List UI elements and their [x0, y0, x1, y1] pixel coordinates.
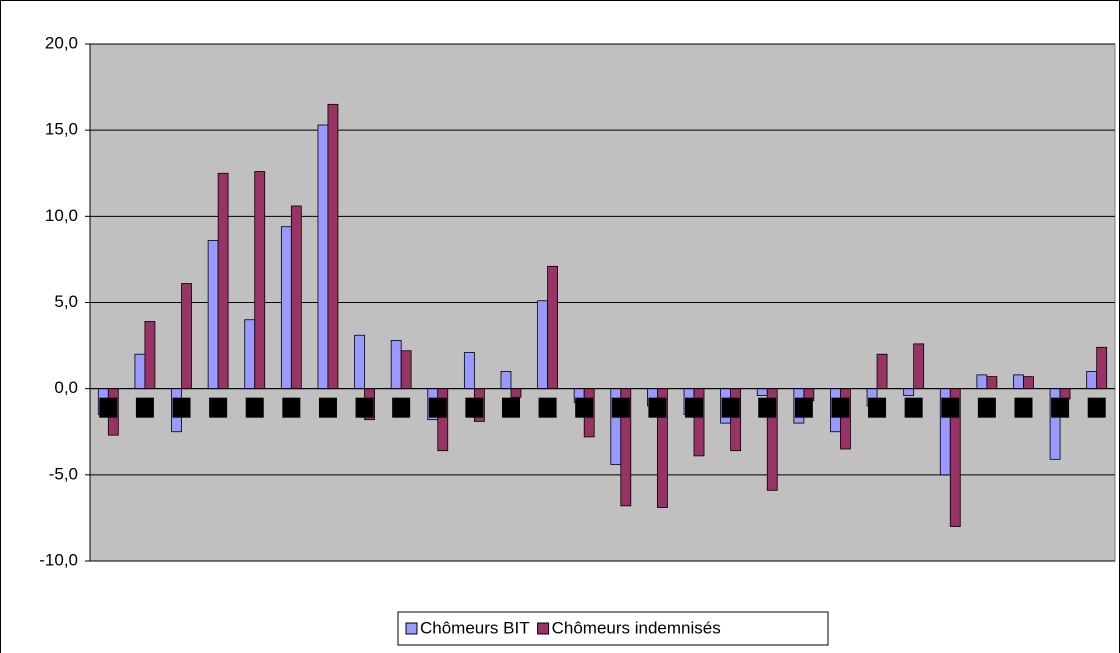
x-tick-label-blob: [99, 397, 118, 418]
x-tick-label-blob: [1051, 397, 1070, 418]
x-tick-label-blob: [392, 397, 411, 418]
bar: [181, 283, 192, 390]
x-tick-label-blob: [611, 397, 630, 418]
x-tick-label-blob: [685, 397, 704, 418]
x-tick-label-blob: [318, 397, 337, 418]
legend: [397, 611, 829, 646]
bar: [500, 371, 512, 390]
y-tick-label: 5,0: [54, 292, 78, 311]
x-tick-label-blob: [941, 397, 960, 418]
bar: [1086, 371, 1098, 390]
x-tick-label-blob: [1014, 397, 1033, 418]
y-tick-label: 0,0: [54, 378, 78, 397]
x-tick-label-blob: [575, 397, 594, 418]
y-tick-label: 10,0: [45, 206, 78, 225]
x-tick-label-blob: [282, 397, 301, 418]
bar: [327, 103, 339, 390]
bar: [317, 124, 329, 390]
x-tick-label-blob: [538, 397, 557, 418]
bar: [290, 205, 302, 390]
bar: [1023, 376, 1034, 390]
legend-swatch: [405, 622, 418, 635]
legend-swatch: [537, 622, 550, 635]
bar: [876, 353, 888, 390]
x-tick-label-blob: [209, 397, 228, 418]
x-tick-label-blob: [794, 397, 813, 418]
x-tick-label-blob: [501, 397, 520, 418]
x-tick-label-blob: [648, 397, 667, 418]
legend-label: Chômeurs indemnisés: [552, 618, 721, 637]
y-tick-label: -10,0: [39, 550, 78, 569]
x-tick-label-blob: [355, 397, 374, 418]
bar: [463, 352, 475, 390]
y-tick-label: -5,0: [49, 464, 78, 483]
bar: [903, 388, 915, 396]
y-tick-label: 20,0: [45, 33, 78, 52]
bar: [756, 388, 768, 396]
bar: [400, 350, 412, 390]
bar: [390, 340, 402, 390]
x-tick-label-blob: [868, 397, 887, 418]
bar: [986, 376, 998, 390]
y-tick-label: 15,0: [45, 120, 78, 139]
bar: [537, 300, 548, 390]
x-tick-label-blob: [172, 397, 191, 418]
legend-label: Chômeurs BIT: [420, 618, 530, 637]
x-tick-label-blob: [465, 397, 484, 418]
x-tick-label-blob: [1087, 397, 1106, 418]
x-tick-label-blob: [904, 397, 923, 418]
bar: [144, 321, 156, 390]
bar: [510, 388, 522, 398]
bar: [913, 343, 925, 390]
x-tick-label-blob: [758, 397, 777, 418]
bar: [207, 240, 219, 390]
bar: [1013, 374, 1024, 390]
x-tick-label-blob: [977, 397, 996, 418]
bar: [976, 374, 988, 390]
x-tick-label-blob: [721, 397, 740, 418]
bar: [1096, 346, 1108, 390]
bar: [547, 265, 558, 390]
bar: [134, 353, 146, 390]
bar: [217, 172, 229, 390]
x-tick-label-blob: [135, 397, 154, 418]
bar: [354, 334, 365, 390]
bar: [254, 171, 266, 390]
x-tick-label-blob: [428, 397, 447, 418]
x-tick-label-blob: [245, 397, 264, 418]
bar: [244, 319, 256, 390]
bar: [1059, 388, 1071, 400]
x-tick-label-blob: [831, 397, 850, 418]
bar: [280, 226, 292, 390]
